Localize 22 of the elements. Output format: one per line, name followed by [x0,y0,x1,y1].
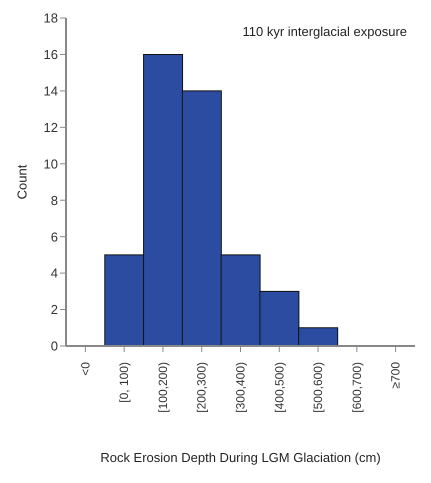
y-tick-label: 4 [50,266,58,281]
x-tick-label: ≥700 [388,362,403,389]
y-tick-label: 14 [44,84,58,99]
annotation: 110 kyr interglacial exposure [242,24,407,39]
y-tick-label: 18 [44,10,58,26]
y-tick-label: 0 [50,338,58,354]
x-tick-label: [200,300) [194,362,209,413]
x-tick-label: [500,600) [311,362,326,413]
x-tick-label: [0, 100) [117,362,132,403]
y-tick-label: 12 [44,120,58,135]
x-tick-label: [400,500) [272,362,286,413]
x-tick-label: [600,700) [350,362,364,413]
y-tick-label: 6 [50,229,58,244]
x-tick-label: [300,400) [234,362,248,413]
x-tick-label: <0 [78,362,92,376]
x-tick-label: [100,200) [156,362,170,413]
y-tick-label: 2 [50,302,58,318]
y-tick-label: 8 [50,192,58,208]
y-tick-label: 10 [44,156,58,172]
y-axis-title: Count [14,164,30,200]
x-axis-title: Rock Erosion Depth During LGM Glaciation (cm) [100,450,381,465]
y-tick-label: 16 [44,47,58,62]
